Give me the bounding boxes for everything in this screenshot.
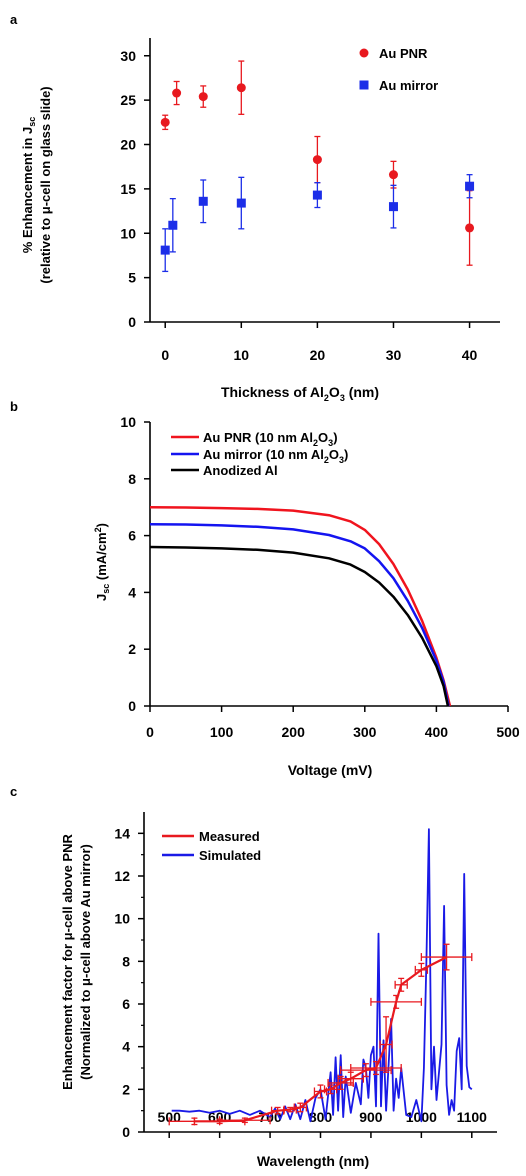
panel-b-xlabel: Voltage (mV)	[288, 762, 373, 778]
panel-a-ylabel: % Enhancement in Jsc (relative to μ-cell…	[20, 86, 53, 283]
x-tick-label: 0	[146, 724, 154, 740]
x-tick-label: 900	[359, 1109, 383, 1125]
legend-marker-au-mirror	[359, 80, 369, 90]
x-tick-label: 30	[386, 347, 402, 363]
data-point-au-pnr	[236, 83, 246, 93]
y-tick-label: 20	[120, 137, 136, 153]
legend-label-au-mirror-10nm: Au mirror (10 nm Al2O3)	[203, 447, 348, 465]
panel-c-legend: Measured Simulated	[162, 829, 261, 863]
y-tick-label: 2	[128, 641, 136, 657]
panel-a: a % Enhancement in Jsc (relative to μ-ce…	[10, 12, 500, 403]
x-tick-label: 1100	[457, 1109, 488, 1125]
panel-c-letter: c	[10, 784, 17, 799]
panel-a-ylabel-line1: % Enhancement in Jsc	[20, 117, 37, 253]
legend-label-measured: Measured	[199, 829, 260, 844]
y-tick-label: 14	[114, 825, 130, 841]
x-tick-label: 400	[425, 724, 449, 740]
y-tick-label: 6	[122, 996, 130, 1012]
data-point-au-mirror	[388, 202, 398, 212]
data-point-au-mirror	[168, 220, 178, 230]
data-point-au-pnr	[388, 170, 398, 180]
x-tick-label: 500	[496, 724, 520, 740]
panel-a-plot-area: 0 5 10 15 20 25 30 0 10 20 30 40	[120, 38, 500, 363]
series-line-simulated	[171, 828, 473, 1123]
panel-c: c Enhancement factor for μ-cell above PN…	[10, 784, 497, 1169]
y-tick-label: 6	[128, 528, 136, 544]
data-point-au-mirror	[236, 198, 246, 208]
data-point-au-mirror	[198, 196, 208, 206]
x-tick-label: 100	[210, 724, 234, 740]
panel-a-xlabel: Thickness of Al2O3 (nm)	[221, 384, 379, 403]
x-tick-label: 300	[353, 724, 377, 740]
y-tick-label: 10	[120, 225, 136, 241]
y-tick-label: 0	[128, 314, 136, 330]
legend-label-simulated: Simulated	[199, 848, 261, 863]
data-point-au-pnr	[160, 117, 170, 127]
y-tick-label: 0	[122, 1124, 130, 1140]
x-tick-label: 40	[462, 347, 478, 363]
panel-b-letter: b	[10, 399, 18, 414]
legend-label-au-pnr-10nm: Au PNR (10 nm Al2O3)	[203, 430, 338, 448]
y-tick-label: 12	[114, 868, 130, 884]
y-tick-label: 4	[128, 584, 136, 600]
panel-c-ylabel-line1: Enhancement factor for μ-cell above PNR	[60, 834, 75, 1090]
x-tick-label: 10	[234, 347, 250, 363]
panel-c-ylabel-line2: (Normalized to μ-cell above Au mirror)	[78, 844, 93, 1080]
data-point-au-mirror	[160, 245, 170, 255]
y-tick-label: 8	[128, 471, 136, 487]
x-tick-label: 20	[310, 347, 326, 363]
y-tick-label: 30	[120, 48, 136, 64]
panel-b-legend: Au PNR (10 nm Al2O3) Au mirror (10 nm Al…	[171, 430, 348, 478]
panel-a-letter: a	[10, 12, 18, 27]
y-tick-label: 5	[128, 270, 136, 286]
panel-b-ylabel: Jsc (mA/cm2)	[93, 523, 111, 601]
data-point-au-mirror	[312, 190, 322, 200]
y-tick-label: 4	[122, 1039, 130, 1055]
y-tick-label: 15	[120, 181, 136, 197]
data-point-au-pnr	[465, 223, 475, 233]
y-tick-label: 10	[120, 414, 136, 430]
x-tick-label: 0	[161, 347, 169, 363]
x-tick-label: 200	[282, 724, 306, 740]
data-point-au-pnr	[312, 155, 322, 165]
series-line-anodized-al	[149, 545, 450, 707]
y-tick-label: 0	[128, 698, 136, 714]
legend-label-au-mirror: Au mirror	[379, 78, 438, 93]
series-line-au-pnr	[149, 505, 452, 707]
panel-a-ylabel-line2: (relative to μ-cell on glass slide)	[38, 86, 53, 283]
legend-label-au-pnr: Au PNR	[379, 46, 428, 61]
panel-c-ylabel: Enhancement factor for μ-cell above PNR …	[60, 834, 93, 1090]
legend-label-anodized-al: Anodized Al	[203, 463, 278, 478]
panel-c-xlabel: Wavelength (nm)	[257, 1153, 369, 1169]
y-tick-label: 25	[120, 92, 136, 108]
legend-marker-au-pnr	[359, 48, 369, 58]
series-line-au-mirror	[149, 522, 450, 707]
y-tick-label: 10	[114, 911, 130, 927]
y-tick-label: 8	[122, 953, 130, 969]
y-tick-label: 2	[122, 1081, 130, 1097]
data-point-au-mirror	[465, 181, 475, 191]
data-point-au-pnr	[198, 92, 208, 102]
data-point-au-pnr	[172, 88, 182, 98]
panel-a-legend: Au PNR Au mirror	[359, 46, 438, 93]
